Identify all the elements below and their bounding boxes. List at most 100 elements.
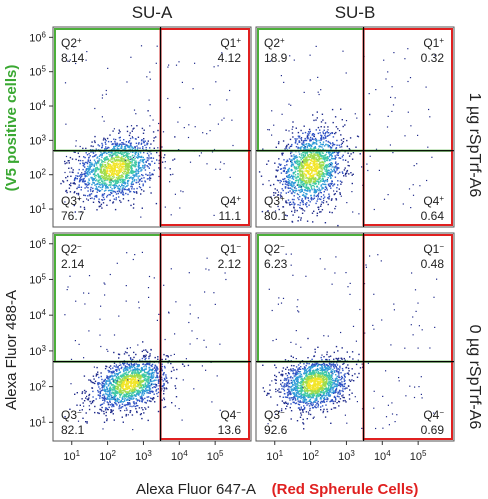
event-point — [139, 178, 141, 181]
event-point — [299, 186, 302, 188]
event-point — [271, 110, 273, 112]
event-point — [132, 382, 135, 384]
event-point — [116, 171, 118, 174]
event-point — [131, 188, 133, 190]
event-point — [125, 394, 127, 397]
event-point — [314, 183, 316, 185]
event-point — [314, 177, 317, 179]
event-point — [123, 166, 125, 168]
event-point — [316, 190, 318, 192]
event-point — [279, 179, 281, 182]
event-point — [102, 168, 105, 170]
event-point — [150, 192, 152, 194]
event-point — [93, 140, 96, 142]
event-point — [124, 145, 127, 147]
event-point — [299, 195, 301, 198]
event-point — [126, 160, 128, 162]
event-point — [352, 173, 354, 175]
event-point — [110, 141, 112, 143]
event-point — [112, 404, 115, 406]
event-point — [308, 167, 310, 170]
event-point — [134, 179, 136, 181]
event-point — [309, 201, 311, 203]
event-point — [130, 125, 133, 127]
event-point — [318, 157, 320, 159]
event-point — [285, 147, 288, 149]
event-point — [335, 156, 337, 159]
quadrant-value-q1: 4.12 — [218, 51, 242, 65]
event-point — [113, 138, 115, 140]
event-point — [113, 148, 116, 150]
event-point — [122, 381, 124, 383]
event-point — [325, 157, 327, 159]
event-point — [319, 175, 321, 177]
event-point — [131, 160, 133, 162]
event-point — [309, 169, 311, 171]
event-point — [137, 382, 139, 385]
event-point — [352, 211, 354, 213]
event-point — [114, 173, 116, 175]
event-point — [164, 161, 166, 163]
event-point — [320, 185, 322, 187]
event-point — [116, 382, 118, 384]
event-point — [329, 171, 331, 173]
event-point — [98, 394, 100, 396]
event-point — [117, 169, 119, 172]
event-point — [175, 301, 177, 303]
event-point — [304, 195, 307, 197]
event-point — [295, 166, 298, 168]
event-point — [324, 137, 327, 139]
event-point — [98, 376, 100, 379]
event-point — [328, 134, 331, 136]
event-point — [333, 170, 336, 172]
event-point — [321, 154, 323, 157]
event-point — [316, 185, 318, 188]
event-point — [144, 407, 146, 409]
event-point — [130, 165, 133, 167]
event-point — [100, 151, 102, 153]
event-point — [328, 152, 330, 155]
event-point — [104, 179, 106, 182]
event-point — [148, 178, 150, 180]
event-point — [101, 153, 103, 156]
event-point — [121, 392, 124, 394]
event-point — [118, 176, 120, 178]
event-point — [119, 143, 121, 145]
event-point — [105, 380, 108, 382]
event-point — [121, 403, 124, 405]
event-point — [101, 410, 103, 412]
event-point — [93, 400, 95, 402]
event-point — [127, 151, 129, 153]
event-point — [120, 400, 122, 402]
event-point — [308, 166, 310, 168]
event-point — [175, 396, 178, 398]
event-point — [156, 159, 158, 161]
event-point — [123, 139, 125, 141]
event-point — [327, 145, 329, 147]
event-point — [102, 394, 104, 396]
event-point — [296, 193, 298, 195]
event-point — [134, 384, 136, 386]
event-point — [112, 398, 115, 400]
event-point — [126, 185, 128, 187]
event-point — [307, 172, 309, 174]
event-point — [321, 138, 323, 140]
event-point — [311, 178, 313, 181]
event-point — [134, 385, 136, 387]
event-point — [130, 171, 132, 174]
event-point — [181, 81, 183, 83]
event-point — [330, 147, 333, 149]
event-point — [285, 129, 287, 131]
event-point — [315, 139, 317, 141]
event-point — [164, 154, 166, 156]
event-point — [83, 163, 86, 165]
event-point — [163, 390, 165, 392]
event-point — [310, 199, 313, 201]
event-point — [86, 173, 88, 175]
event-point — [99, 182, 101, 184]
event-point — [119, 404, 121, 406]
event-point — [327, 183, 330, 185]
event-point — [304, 180, 307, 182]
event-point — [87, 199, 89, 201]
